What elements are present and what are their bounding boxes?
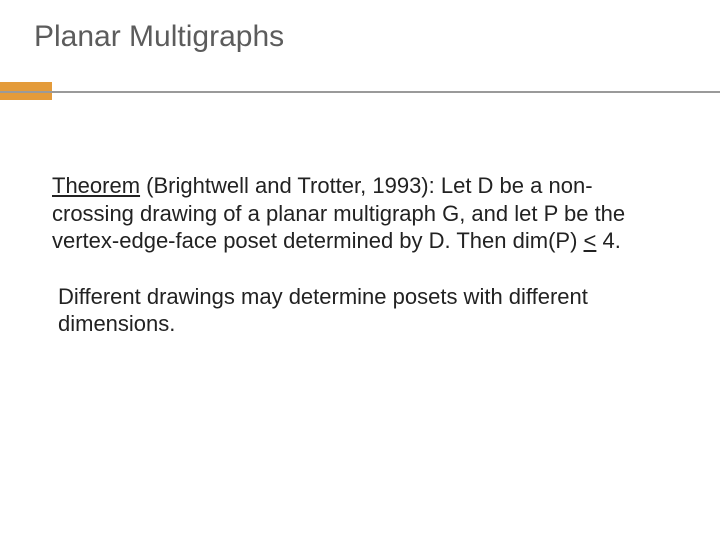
note-paragraph: Different drawings may determine posets … bbox=[52, 283, 664, 338]
theorem-tail: 4. bbox=[596, 228, 620, 253]
theorem-label: Theorem bbox=[52, 173, 140, 198]
title-rule bbox=[0, 82, 720, 100]
theorem-paragraph: Theorem (Brightwell and Trotter, 1993): … bbox=[52, 172, 664, 255]
divider-line bbox=[0, 91, 720, 93]
page-title: Planar Multigraphs bbox=[34, 20, 284, 54]
slide: Planar Multigraphs Theorem (Brightwell a… bbox=[0, 0, 720, 540]
leq-symbol: < bbox=[584, 228, 597, 253]
body-text: Theorem (Brightwell and Trotter, 1993): … bbox=[52, 172, 664, 338]
